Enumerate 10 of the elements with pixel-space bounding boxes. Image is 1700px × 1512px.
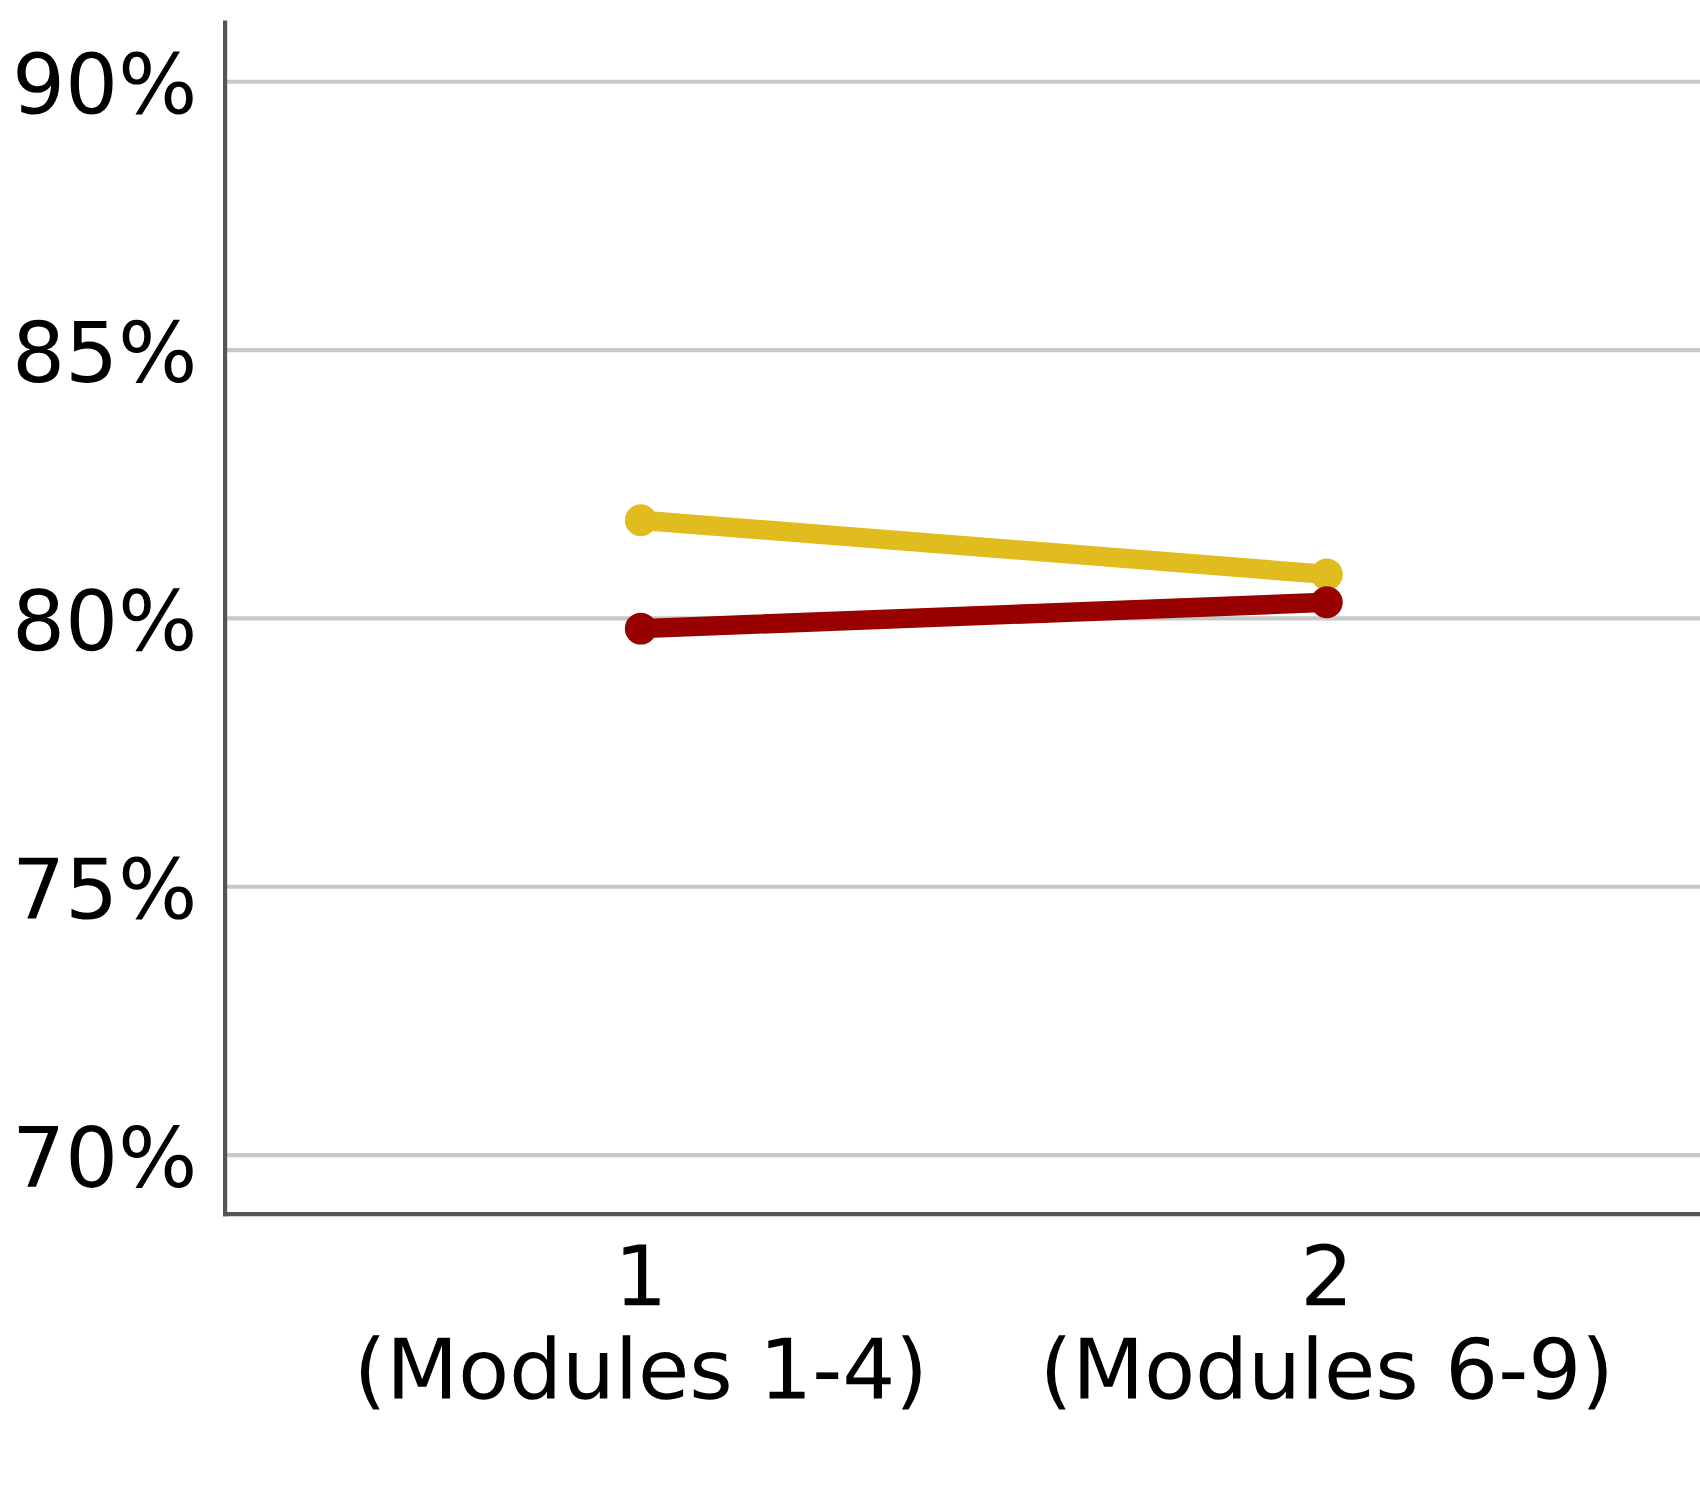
x-tick-label: 1 (Modules 1-4) [360,1244,921,1410]
y-tick-label: 80% [17,588,193,652]
y-tick-label: 85% [17,319,193,383]
point [624,504,657,537]
point [1310,558,1343,591]
y-tick-label: 70% [18,1124,193,1188]
point [624,612,657,645]
y-tick-label: 75% [18,856,193,920]
x-tick-label: 2 (Modules 6-9) [1046,1243,1607,1410]
y-tick-label: 90% [17,51,193,115]
